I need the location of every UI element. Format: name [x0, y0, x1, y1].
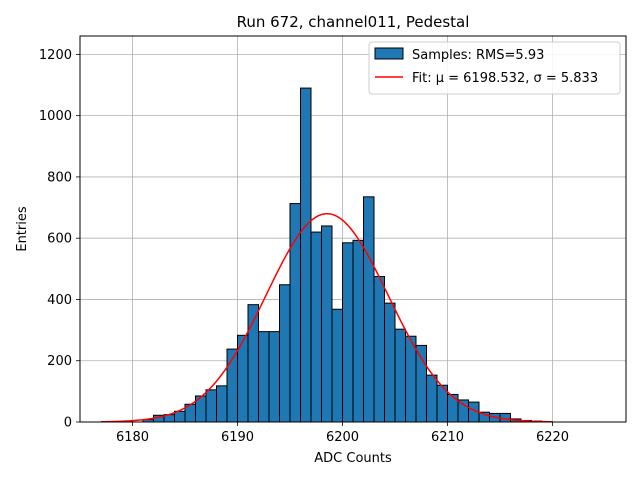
x-tick-label: 6190 — [221, 430, 254, 445]
y-tick-label: 1200 — [39, 48, 72, 63]
histogram-bar — [174, 410, 186, 423]
y-tick-label: 400 — [47, 293, 72, 308]
x-tick-label: 6180 — [116, 430, 149, 445]
legend-histogram-label: Samples: RMS=5.93 — [412, 48, 544, 63]
histogram-bar — [394, 328, 406, 423]
histogram-bar — [258, 331, 270, 423]
histogram-bar — [300, 87, 312, 423]
x-axis-label: ADC Counts — [314, 451, 392, 466]
y-axis-label: Entries — [15, 206, 30, 252]
histogram-bar — [363, 196, 375, 423]
grid — [80, 36, 626, 423]
histogram-bar — [331, 308, 343, 423]
y-ticks: 0 200 400 600 800 1000 1200 — [39, 48, 80, 431]
x-tick-label: 6210 — [431, 430, 464, 445]
histogram-bar — [447, 393, 459, 423]
x-ticks: 6180 6190 6200 6210 6220 — [116, 422, 569, 445]
y-tick-label: 0 — [64, 416, 72, 431]
legend: Samples: RMS=5.93 Fit: μ = 6198.532, σ =… — [368, 41, 621, 95]
histogram-bar — [457, 399, 469, 423]
plot-frame — [79, 35, 627, 423]
y-tick-label: 800 — [47, 170, 72, 185]
histogram-bar — [268, 331, 280, 423]
x-tick-label: 6220 — [536, 430, 569, 445]
x-tick-label: 6200 — [326, 430, 359, 445]
histogram-bar — [426, 374, 438, 423]
y-tick-label: 600 — [47, 232, 72, 247]
legend-fit-label: Fit: μ = 6198.532, σ = 5.833 — [412, 71, 598, 86]
histogram-bar — [352, 239, 364, 423]
histogram-bar — [321, 225, 333, 423]
chart-title: Run 672, channel011, Pedestal — [237, 13, 470, 31]
y-tick-label: 1000 — [39, 109, 72, 124]
histogram-bar — [279, 284, 291, 423]
legend-histogram-swatch — [374, 47, 404, 60]
histogram-bar — [405, 335, 417, 423]
y-tick-label: 200 — [47, 354, 72, 369]
histogram-bar — [216, 385, 228, 423]
legend-box — [368, 41, 621, 95]
histogram-bar — [310, 231, 322, 423]
histogram-bar — [205, 389, 217, 423]
histogram-bar — [289, 203, 301, 423]
histogram-bar — [373, 275, 385, 423]
histogram-bar — [342, 242, 354, 423]
histogram-bar — [384, 302, 396, 423]
fit-curve — [100, 212, 553, 423]
